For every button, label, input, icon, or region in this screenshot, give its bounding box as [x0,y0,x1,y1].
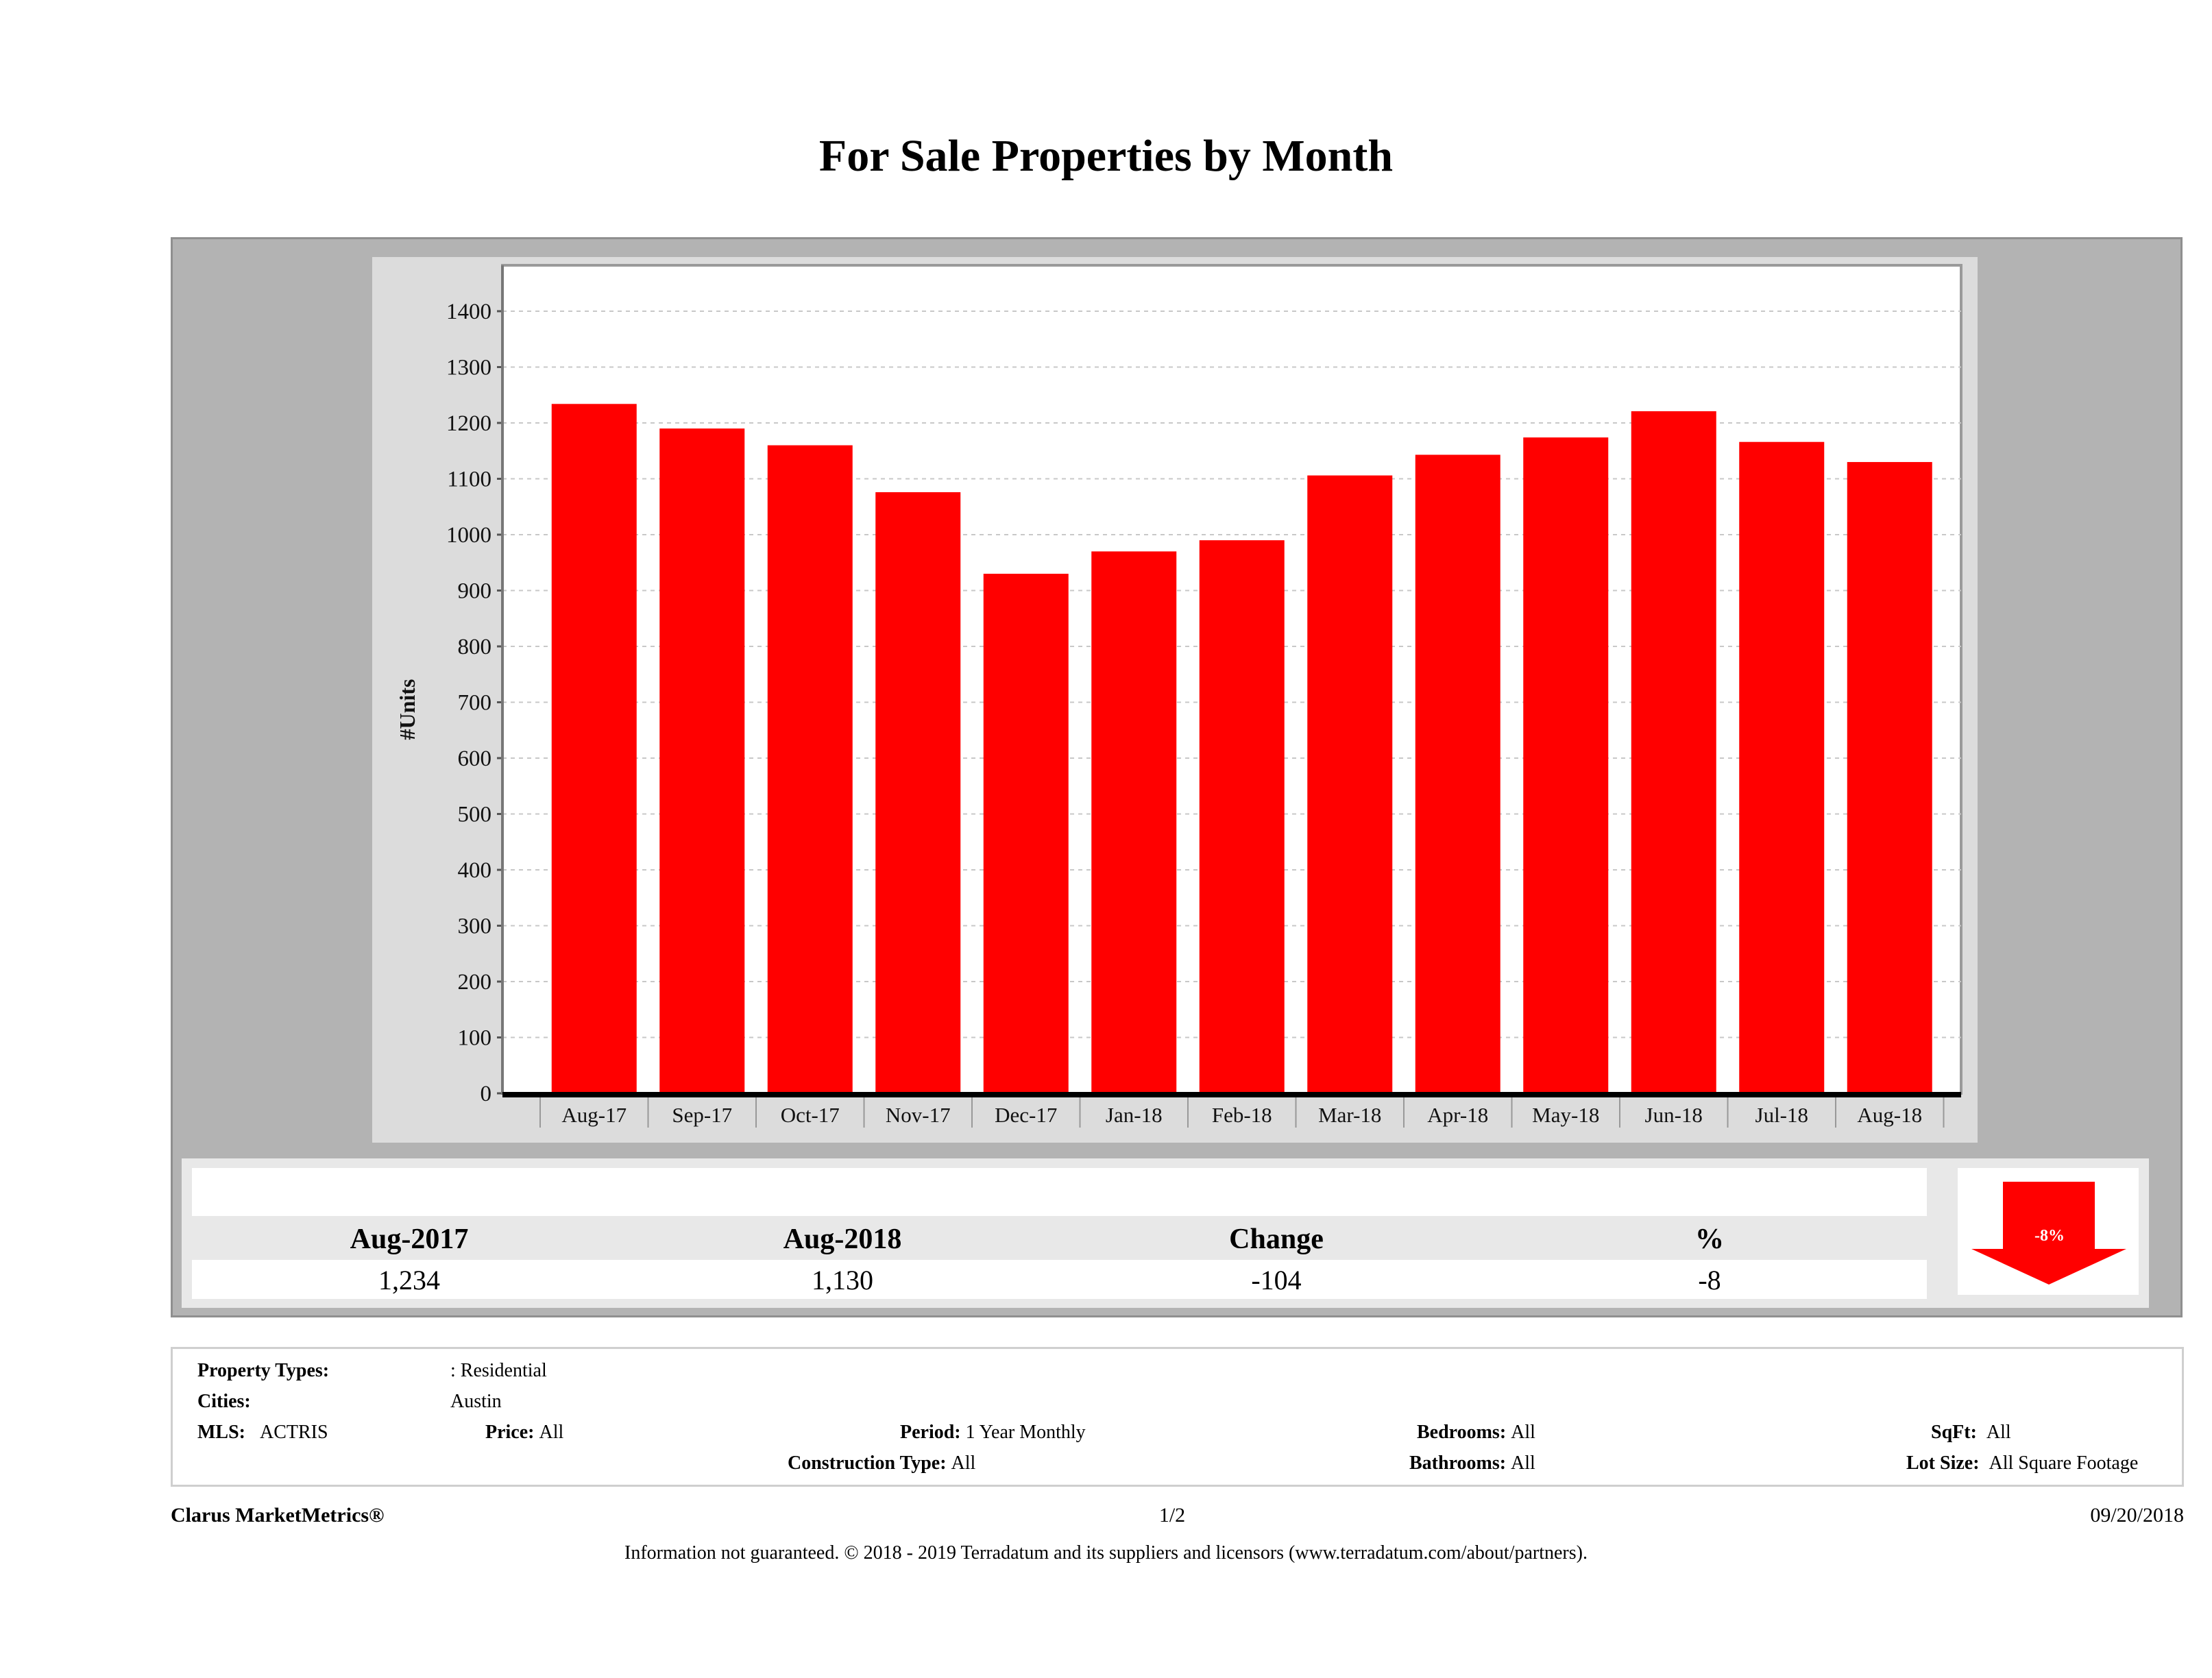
cities-label: Cities: [197,1391,251,1412]
x-tick-label: Aug-18 [1857,1103,1922,1127]
y-tick-label: 700 [458,691,492,716]
property-types-label: Property Types: [197,1360,330,1381]
summary-value: -8 [1698,1265,1721,1296]
x-tick-label: Mar-18 [1318,1103,1381,1127]
bar [1091,551,1177,1093]
bar [1847,462,1932,1093]
summary-value-row: 1,234 1,130 -104 -8 [192,1260,1927,1299]
bathrooms-value: All [1511,1452,1535,1474]
sqft-label: SqFt: [1931,1422,1977,1443]
x-tick-label: May-18 [1532,1103,1599,1127]
summary-value: -104 [1251,1265,1302,1296]
y-tick-label: 300 [458,914,492,939]
property-types-value: : Residential [450,1360,547,1381]
summary-header: Aug-2017 [350,1224,469,1255]
x-tick-label: Dec-17 [995,1103,1057,1127]
y-tick-label: 0 [481,1082,492,1106]
x-axis-ticks: Aug-17 Sep-17 Oct-17 Nov-17 Dec-17 Jan-18 Feb-… [539,1097,1945,1128]
y-tick-label: 200 [458,970,492,995]
y-tick-label: 600 [458,746,492,771]
y-tick-label: 100 [458,1026,492,1051]
mls-value: ACTRIS [260,1422,328,1443]
page-number: 1/2 [1158,1504,1186,1527]
x-tick-label: Jan-18 [1106,1103,1163,1127]
cities-value: Austin [450,1391,502,1412]
period-label: Period: [900,1422,961,1443]
down-arrow-icon [1971,1182,2126,1285]
y-tick-label: 500 [458,803,492,827]
bar-chart: 0 100 200 300 400 500 600 700 800 900 1000 1100 1200… [395,264,1962,1128]
lot-size-value: All Square Footage [1989,1452,2139,1474]
page-title: For Sale Properties by Month [818,131,1394,181]
y-tick-label: 800 [458,635,492,659]
bar [1523,437,1609,1093]
report-date: 09/20/2018 [2090,1504,2184,1527]
disclaimer: Information not guaranteed. © 2018 - 201… [624,1542,1588,1564]
y-tick-label: 1100 [447,467,491,492]
y-tick-label: 1300 [446,356,491,380]
y-tick-label: 400 [458,858,492,883]
construction-value: All [951,1452,976,1474]
bars [551,404,1932,1093]
summary-value: 1,130 [812,1265,873,1296]
x-tick-label: Oct-17 [781,1103,840,1127]
bar [983,574,1069,1093]
summary-blank-row [192,1168,1927,1216]
x-tick-label: Jul-18 [1755,1103,1809,1127]
x-tick-label: Aug-17 [561,1103,627,1127]
summary-header: Change [1229,1224,1324,1255]
summary-value: 1,234 [378,1265,440,1296]
sqft-value: All [1986,1422,2011,1443]
bathrooms-label: Bathrooms: [1409,1452,1507,1474]
change-indicator-label: -8% [2034,1227,2065,1245]
summary-header: % [1695,1224,1724,1255]
change-indicator [1958,1168,2139,1295]
y-tick-label: 1400 [446,300,491,324]
period-value: 1 Year Monthly [965,1422,1086,1443]
summary-header-row: Aug-2017 Aug-2018 Change % [192,1216,1927,1260]
bar [659,428,745,1093]
y-tick-label: 900 [458,579,492,604]
lot-size-label: Lot Size: [1906,1452,1980,1474]
x-tick-label: Feb-18 [1212,1103,1272,1127]
x-tick-label: Nov-17 [886,1103,951,1127]
construction-label: Construction Type: [788,1452,947,1474]
bar [1739,441,1825,1093]
bedrooms-label: Bedrooms: [1417,1422,1507,1443]
mls-label: MLS: [197,1422,245,1443]
price-value: All [539,1422,564,1443]
y-tick-label: 1200 [446,411,491,436]
bar [551,404,637,1093]
summary-header: Aug-2018 [783,1224,902,1255]
filter-info-box: Property Types: : Residential Cities: Au… [171,1347,2184,1487]
y-tick-label: 1000 [446,523,491,548]
bar [1415,454,1500,1093]
brand-name: Clarus MarketMetrics® [171,1504,385,1527]
price-label: Price: [485,1422,535,1443]
bar [1307,475,1393,1093]
y-axis-ticks: 0 100 200 300 400 500 600 700 800 900 1000 1100 1200… [446,300,502,1106]
y-axis-title: #Units [395,679,420,740]
bedrooms-value: All [1511,1422,1535,1443]
bar [767,445,853,1093]
bar [1631,411,1716,1093]
x-tick-label: Apr-18 [1427,1103,1488,1127]
bar [875,492,961,1093]
x-tick-label: Jun-18 [1645,1103,1703,1127]
x-tick-label: Sep-17 [672,1103,732,1127]
bar [1199,540,1285,1093]
